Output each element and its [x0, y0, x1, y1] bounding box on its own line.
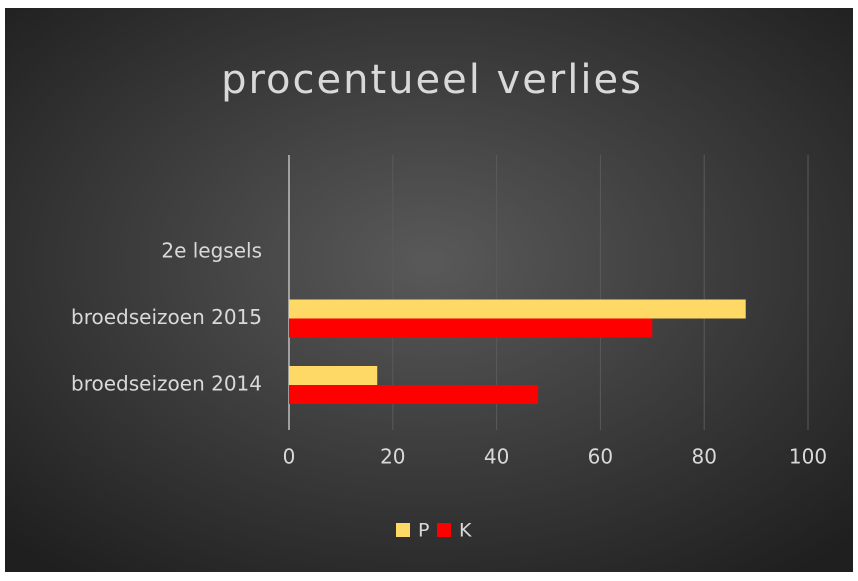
bar — [289, 366, 378, 385]
chart-title: procentueel verlies — [221, 57, 643, 103]
x-tick-label: 80 — [691, 445, 716, 469]
y-tick-label: broedseizoen 2014 — [71, 372, 262, 396]
bar — [289, 385, 539, 404]
y-tick-label: broedseizoen 2015 — [71, 305, 262, 329]
legend-label: K — [459, 520, 472, 542]
legend-swatch — [437, 523, 451, 537]
legend-swatch — [396, 523, 410, 537]
y-tick-label: 2e legsels — [161, 239, 262, 263]
bar — [289, 299, 746, 319]
bar — [289, 318, 653, 338]
x-tick-label: 60 — [588, 445, 613, 469]
legend-label: P — [418, 520, 429, 542]
x-tick-label: 100 — [789, 445, 827, 469]
chart-background — [5, 8, 853, 572]
x-tick-label: 20 — [380, 445, 405, 469]
x-tick-label: 40 — [484, 445, 509, 469]
x-tick-label: 0 — [283, 445, 296, 469]
